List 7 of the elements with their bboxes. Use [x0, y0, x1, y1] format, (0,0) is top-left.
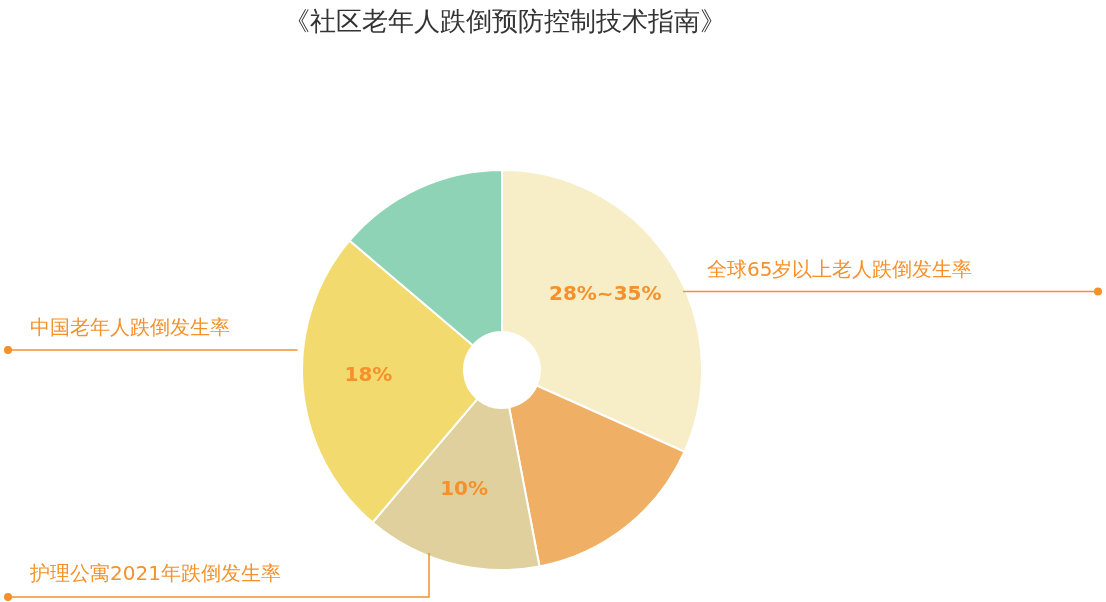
slice-label: 护理公寓2021年跌倒发生率 — [29, 561, 281, 585]
text: 18% — [344, 362, 393, 387]
slice-label: 中国老年人跌倒发生率 — [30, 314, 230, 339]
chart-title: 《社区老年人跌倒预防控制技术指南》 — [283, 5, 727, 38]
slice-label: 全球65岁以上老人跌倒发生率 — [707, 256, 973, 281]
text: 10% — [440, 476, 489, 501]
text: 28%~35% — [549, 281, 662, 306]
